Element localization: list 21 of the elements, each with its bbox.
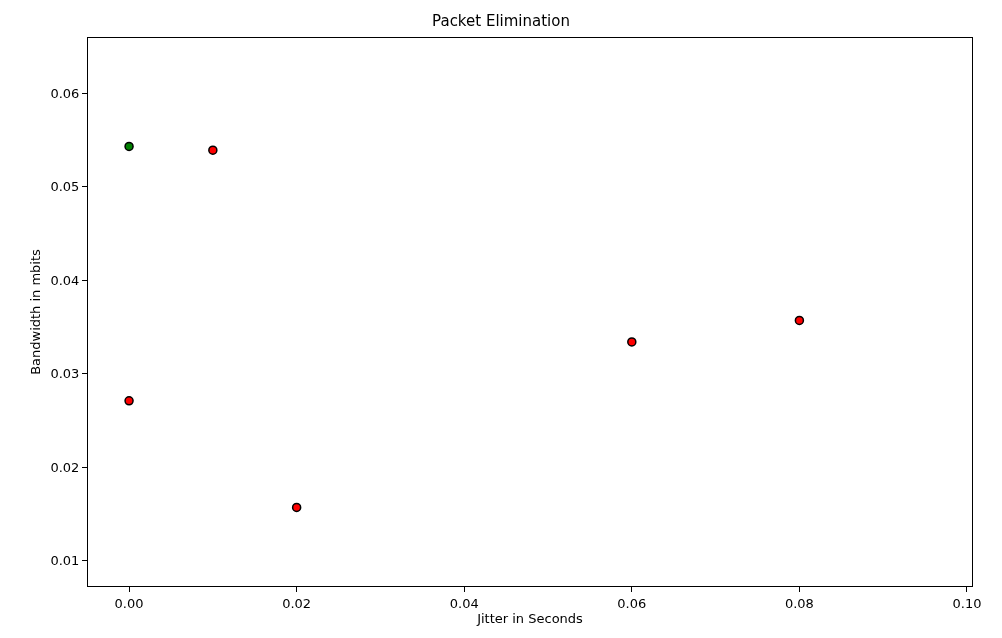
point: [291, 502, 302, 513]
x-tick-label: 0.00: [114, 595, 144, 611]
point: [124, 396, 134, 406]
y-tick-label: 0.05: [50, 179, 80, 195]
x-tick-label: 0.02: [282, 595, 312, 611]
point: [627, 337, 637, 347]
point: [124, 141, 134, 152]
y-tick-label: 0.02: [50, 459, 80, 475]
point: [794, 315, 805, 326]
point: [208, 145, 218, 155]
y-axis-title: Bandwidth in mbits: [28, 248, 44, 375]
y-tick-label: 0.06: [50, 85, 80, 101]
chart-title: Packet Elimination: [432, 12, 570, 31]
x-axis-title: Jitter in Seconds: [476, 611, 584, 627]
x-tick-label: 0.08: [784, 595, 814, 611]
y-tick-label: 0.01: [50, 553, 80, 569]
x-tick-label: 0.06: [617, 595, 647, 611]
x-tick-label: 0.04: [449, 595, 479, 611]
y-tick-label: 0.04: [50, 272, 80, 288]
y-tick-label: 0.03: [50, 366, 80, 382]
x-tick-label: 0.10: [952, 595, 982, 611]
